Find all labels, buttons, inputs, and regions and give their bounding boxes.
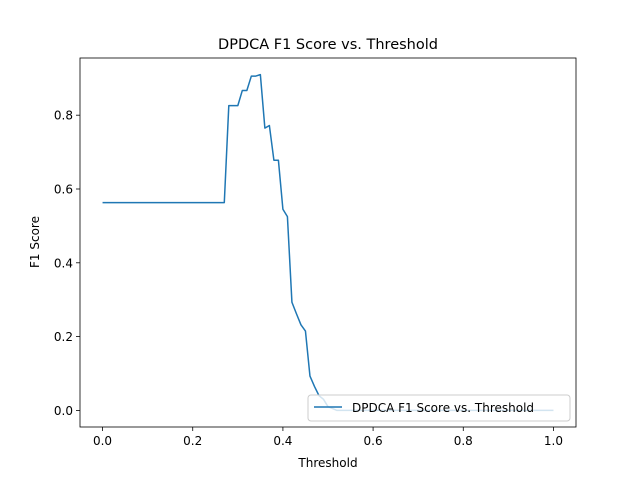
- plot-frame: [79, 57, 577, 428]
- chart-title: DPDCA F1 Score vs. Threshold: [218, 37, 438, 53]
- y-axis-label: F1 Score: [28, 216, 42, 268]
- legend-label: DPDCA F1 Score vs. Threshold: [352, 401, 534, 415]
- legend: DPDCA F1 Score vs. Threshold: [307, 394, 571, 422]
- legend-box: [307, 394, 571, 422]
- y-tick-label: 0.8: [54, 109, 73, 123]
- x-axis-ticks: 0.0 0.2 0.4 0.6 0.8 1.0: [93, 427, 563, 448]
- x-tick-label: 0.2: [183, 434, 202, 448]
- x-tick-label: 0.8: [454, 434, 473, 448]
- x-tick-label: 0.6: [364, 434, 383, 448]
- x-tick-label: 1.0: [544, 434, 563, 448]
- y-tick-label: 0.6: [54, 182, 73, 196]
- x-tick-label: 0.0: [93, 434, 112, 448]
- y-axis-ticks: 0.0 0.2 0.4 0.6 0.8: [54, 109, 80, 418]
- plot-area: [80, 58, 576, 427]
- x-tick-label: 0.4: [273, 434, 292, 448]
- y-tick-label: 0.0: [54, 404, 73, 418]
- y-tick-label: 0.2: [54, 330, 73, 344]
- y-tick-label: 0.4: [54, 256, 73, 270]
- x-axis-label: Threshold: [297, 456, 357, 470]
